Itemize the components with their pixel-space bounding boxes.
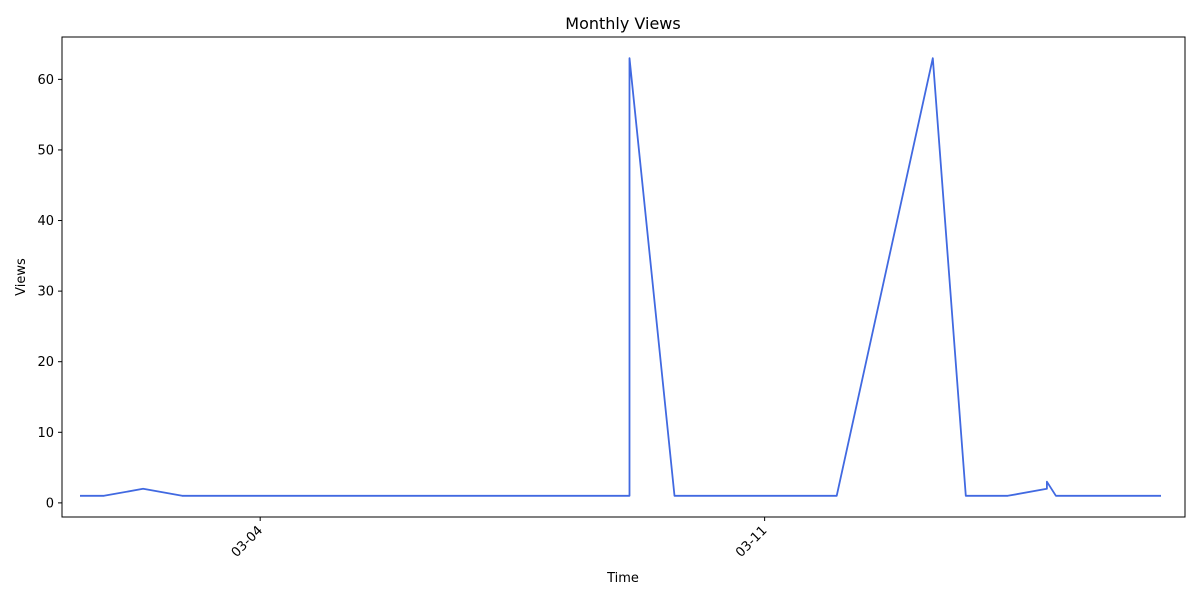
y-tick-label: 10 xyxy=(37,426,54,441)
y-tick-label: 60 xyxy=(37,73,54,88)
y-tick-label: 20 xyxy=(37,355,54,370)
y-tick-label: 30 xyxy=(37,285,54,300)
x-axis-label: Time xyxy=(606,571,639,586)
x-tick-label: 03-11 xyxy=(733,523,770,560)
y-axis: 0 10 20 30 40 50 60 xyxy=(37,73,62,511)
plot-frame xyxy=(61,36,1186,518)
x-axis: 03-04 03-11 xyxy=(229,517,770,561)
y-tick-label: 0 xyxy=(46,496,54,511)
x-tick-label: 03-04 xyxy=(229,523,266,560)
chart-title: Monthly Views xyxy=(565,14,680,33)
series-line xyxy=(80,57,1161,497)
y-axis-label: Views xyxy=(14,258,29,296)
y-tick-label: 40 xyxy=(37,214,54,229)
y-tick-label: 50 xyxy=(37,143,54,158)
